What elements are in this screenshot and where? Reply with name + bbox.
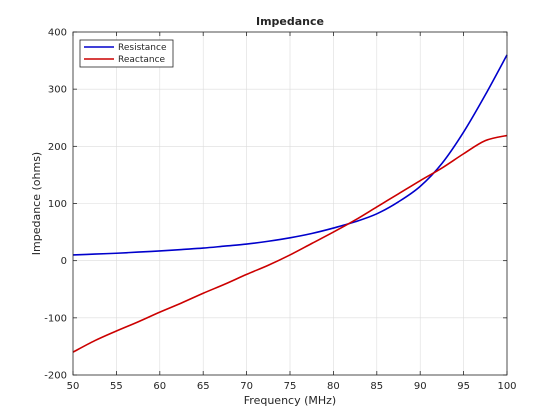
x-tick-label: 75 (284, 381, 297, 392)
x-tick-label: 60 (153, 381, 166, 392)
y-tick-label: -200 (44, 371, 67, 382)
legend-label-reactance: Reactance (118, 55, 166, 65)
x-tick-label: 95 (457, 381, 470, 392)
y-tick-label: 300 (48, 85, 67, 96)
x-tick-label: 85 (370, 381, 383, 392)
x-tick-label: 70 (240, 381, 253, 392)
y-tick-label: 0 (61, 256, 67, 267)
y-tick-label: -100 (44, 313, 67, 324)
series-line-reactance (72, 134, 508, 353)
x-tick-label: 65 (197, 381, 210, 392)
y-tick-label: 200 (48, 142, 67, 153)
y-axis-label: Impedance (ohms) (30, 152, 43, 255)
legend-label-resistance: Resistance (118, 43, 167, 53)
x-tick-label: 55 (110, 381, 123, 392)
x-tick-label: 100 (497, 381, 516, 392)
series-lines (72, 54, 508, 353)
legend: Resistance Reactance (79, 39, 174, 68)
x-tick-label: 80 (327, 381, 340, 392)
x-axis-label: Frequency (MHz) (244, 394, 336, 407)
y-tick-label: 400 (48, 28, 67, 39)
x-tick-label: 90 (414, 381, 427, 392)
x-tick-label: 50 (67, 381, 80, 392)
y-tick-label: 100 (48, 199, 67, 210)
legend-box (79, 39, 174, 68)
chart-title: Impedance (256, 15, 324, 28)
axis-ticks: 50 55 60 65 70 75 80 85 90 95 100 -200 -100 0 100 200 30… (44, 28, 516, 393)
